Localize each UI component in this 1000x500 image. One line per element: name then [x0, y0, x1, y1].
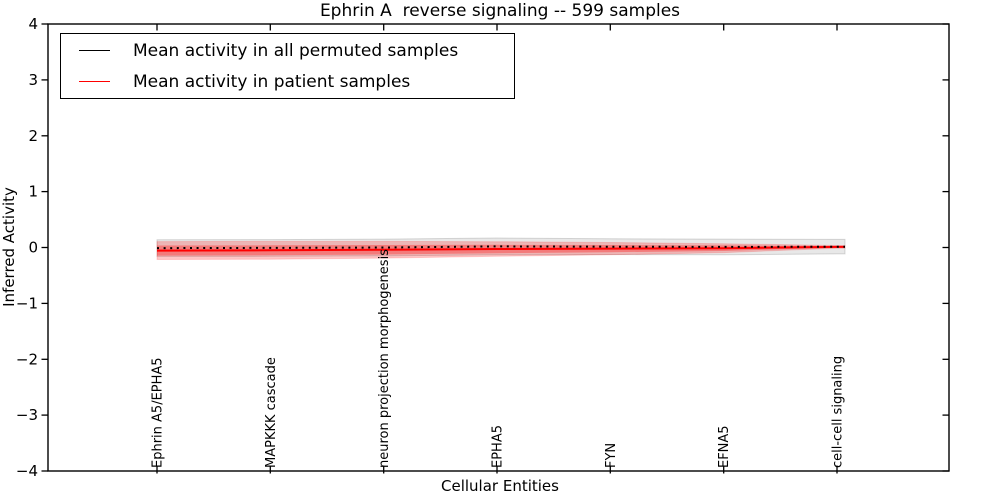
y-tick-label: 3: [28, 71, 38, 89]
y-tick-label: 2: [28, 127, 38, 145]
y-tick-label: −1: [16, 294, 38, 312]
legend: Mean activity in all permuted samples Me…: [60, 33, 515, 99]
x-tick-label: neuron projection morphogenesis: [377, 249, 392, 468]
x-tick-label: MAPKKK cascade: [264, 357, 279, 468]
x-tick-label: EFNA5: [717, 425, 732, 468]
legend-entry-permuted: Mean activity in all permuted samples: [79, 37, 514, 64]
chart-title: Ephrin A reverse signaling -- 599 sample…: [319, 1, 681, 21]
x-tick-label: EPHA5: [491, 425, 506, 468]
legend-label: Mean activity in patient samples: [133, 71, 411, 92]
permuted-mean-line: [156, 245, 845, 250]
y-tick-label: −2: [16, 350, 38, 368]
y-tick-label: 0: [28, 239, 38, 257]
y-tick-label: −4: [16, 462, 38, 480]
y-tick-label: −3: [16, 406, 38, 424]
x-tick-label: Ephrin A5/EPHA5: [151, 357, 166, 468]
y-tick-label: 1: [28, 183, 38, 201]
x-axis-label: Cellular Entities: [441, 477, 559, 495]
y-tick-label: 4: [28, 15, 38, 33]
legend-line-sample-black: [79, 50, 110, 51]
x-tick-label: FYN: [604, 443, 619, 468]
y-axis-label: Inferred Activity: [0, 187, 18, 307]
x-tick-label: cell-cell signaling: [831, 356, 846, 468]
legend-line-sample-red: [79, 81, 110, 82]
legend-entry-patient: Mean activity in patient samples: [79, 68, 514, 95]
legend-label: Mean activity in all permuted samples: [133, 40, 459, 61]
